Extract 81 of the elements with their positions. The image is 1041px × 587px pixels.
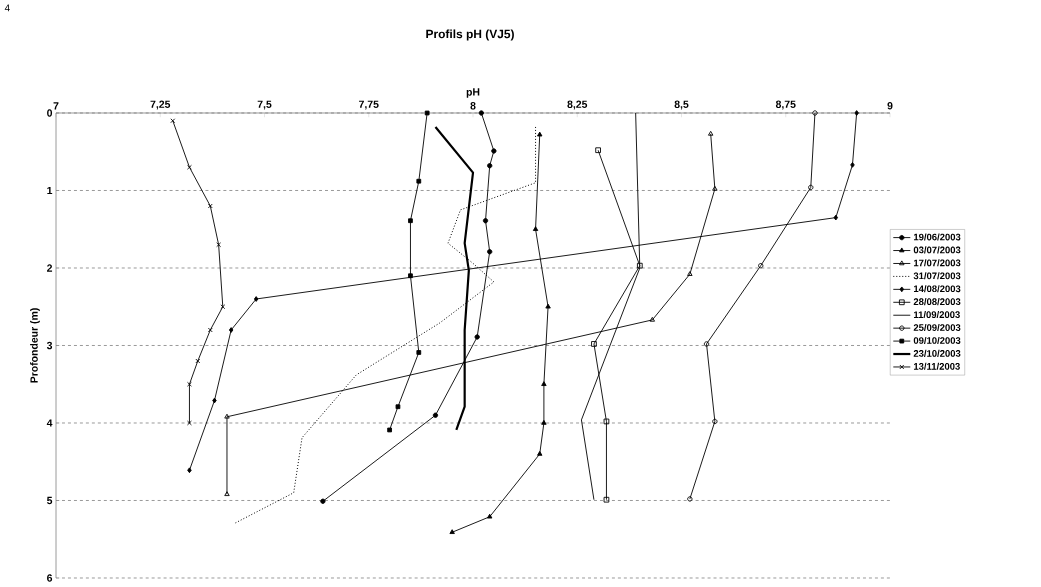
point [854, 110, 859, 116]
point [487, 513, 493, 519]
point [207, 203, 213, 209]
point [537, 131, 543, 137]
legend-label: 25/09/2003 [913, 323, 961, 332]
y-axis-title: Profondeur (m) [30, 308, 40, 383]
y-tick-label: 0 [47, 109, 53, 117]
point [636, 262, 643, 269]
y-tick-label: 4 [46, 419, 53, 427]
x-tick-label: 8,5 [674, 100, 689, 110]
point [487, 163, 493, 169]
x-tick-label: 7,25 [150, 100, 171, 110]
point [207, 327, 213, 333]
point [416, 350, 422, 355]
point [195, 358, 201, 364]
point [424, 110, 430, 116]
point [487, 249, 493, 255]
point [416, 178, 422, 184]
point [532, 226, 539, 231]
chart-title: Profils pH (VJ5) [426, 29, 514, 41]
point [537, 450, 543, 456]
point [491, 148, 497, 154]
point [603, 496, 610, 503]
legend-label: 11/09/2003 [913, 311, 960, 319]
legend-label: 31/07/2003 [913, 272, 961, 280]
point [320, 498, 326, 504]
point [808, 184, 814, 191]
point [408, 218, 413, 224]
y-tick-label: 3 [46, 341, 53, 350]
legend-label: 19/06/2003 [913, 233, 961, 241]
point [703, 341, 710, 347]
point [408, 273, 413, 279]
x-tick-label: 7,5 [257, 100, 272, 110]
y-tick-label: 5 [47, 496, 53, 505]
point [220, 304, 226, 310]
point [482, 218, 489, 224]
legend-label: 09/10/2003 [913, 336, 961, 344]
point [395, 404, 401, 410]
text: 4 [4, 4, 10, 12]
point [591, 341, 597, 347]
point [216, 242, 222, 248]
point [187, 164, 192, 170]
point [449, 529, 455, 535]
point [187, 381, 192, 387]
y-tick-label: 1 [47, 186, 53, 195]
point [187, 467, 192, 474]
x-tick-label: 8,75 [775, 100, 796, 110]
x-tick-label: 8,25 [567, 100, 588, 110]
y-tick-label: 2 [47, 264, 53, 272]
point [541, 419, 547, 425]
point [850, 162, 855, 168]
point [478, 110, 484, 116]
point [712, 185, 718, 191]
point [712, 418, 718, 425]
legend-label: 14/08/2003 [913, 285, 961, 293]
point [212, 397, 217, 404]
point [474, 334, 480, 340]
point [833, 214, 839, 221]
point [758, 263, 764, 269]
x-tick-label: 7 [53, 102, 59, 110]
legend-label: 03/07/2003 [913, 246, 961, 254]
x-axis-title: pH [466, 88, 480, 98]
point [649, 316, 656, 322]
legend-label: 13/11/2003 [913, 362, 960, 370]
legend-label: 17/07/2003 [913, 259, 961, 267]
point [224, 413, 230, 419]
point [595, 147, 601, 154]
point [228, 327, 234, 333]
x-tick-label: 9 [887, 102, 893, 110]
point [603, 418, 610, 425]
y-tick-label: 6 [47, 574, 53, 582]
point [687, 271, 693, 276]
legend-label: 28/08/2003 [913, 298, 961, 306]
x-tick-label: 8 [470, 102, 476, 110]
legend-label: 23/10/2003 [913, 349, 961, 357]
point [545, 303, 551, 309]
point [432, 412, 439, 418]
x-tick-label: 7,75 [359, 100, 379, 110]
point [387, 427, 392, 433]
point [541, 381, 547, 386]
point [253, 296, 259, 302]
